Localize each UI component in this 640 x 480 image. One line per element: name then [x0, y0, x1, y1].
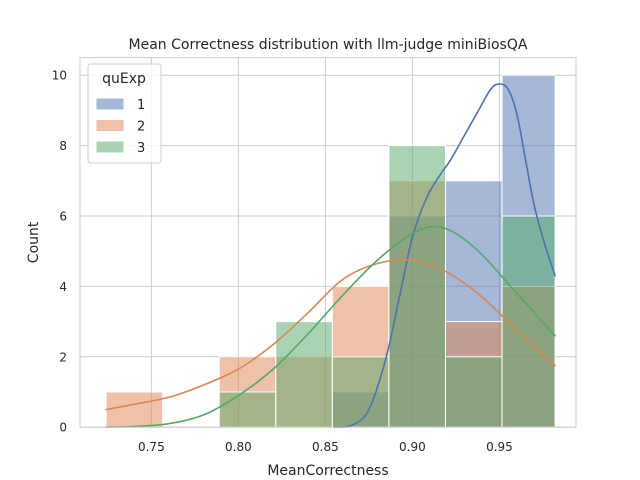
x-tick-label: 0.85	[312, 440, 339, 454]
legend-swatch-series-2	[95, 119, 125, 132]
legend-swatch-series-1	[95, 97, 125, 111]
legend-label-series-1: 1	[137, 98, 145, 113]
kde-line-series-1	[333, 83, 556, 429]
x-tick-labels: 0.75 0.80 0.85 0.90 0.95	[138, 440, 513, 454]
plot-frame	[79, 57, 577, 428]
histogram-bar-series-3	[501, 215, 556, 428]
y-axis-label: Count	[26, 221, 42, 263]
histogram-bar-series-3	[218, 391, 277, 428]
y-tick-label: 4	[59, 280, 67, 294]
legend-label-series-3: 3	[137, 141, 145, 156]
kde-layer	[105, 83, 556, 429]
y-tick-label: 2	[59, 350, 67, 364]
legend-box	[87, 63, 162, 164]
legend-title: quExp	[102, 71, 146, 87]
x-tick-label: 0.95	[486, 440, 513, 454]
histogram-bar-series-3	[388, 145, 446, 428]
y-tick-labels: 0 2 4 6 8 10	[52, 69, 67, 435]
y-tick-label: 0	[59, 421, 67, 435]
histogram-bar-series-2	[105, 391, 164, 428]
histogram-bar-series-3	[331, 356, 390, 428]
x-tick-label: 0.80	[225, 440, 252, 454]
histogram-bar-series-3	[444, 356, 503, 428]
legend-items: 1 2 3	[95, 97, 145, 156]
y-tick-label: 6	[59, 210, 67, 224]
legend: quExp 1 2 3	[87, 63, 162, 164]
kde-line-series-3	[105, 225, 556, 428]
x-tick-label: 0.90	[399, 440, 426, 454]
legend-swatch-series-3	[95, 140, 125, 154]
bar-layer	[105, 74, 556, 428]
x-axis-label: MeanCorrectness	[267, 463, 388, 479]
y-tick-label: 8	[59, 139, 67, 153]
chart-title: Mean Correctness distribution with llm-j…	[129, 37, 528, 53]
legend-label-series-2: 2	[137, 120, 145, 135]
kde-line-series-2	[105, 258, 556, 411]
y-tick-label: 10	[52, 69, 67, 83]
x-tick-label: 0.75	[138, 440, 165, 454]
